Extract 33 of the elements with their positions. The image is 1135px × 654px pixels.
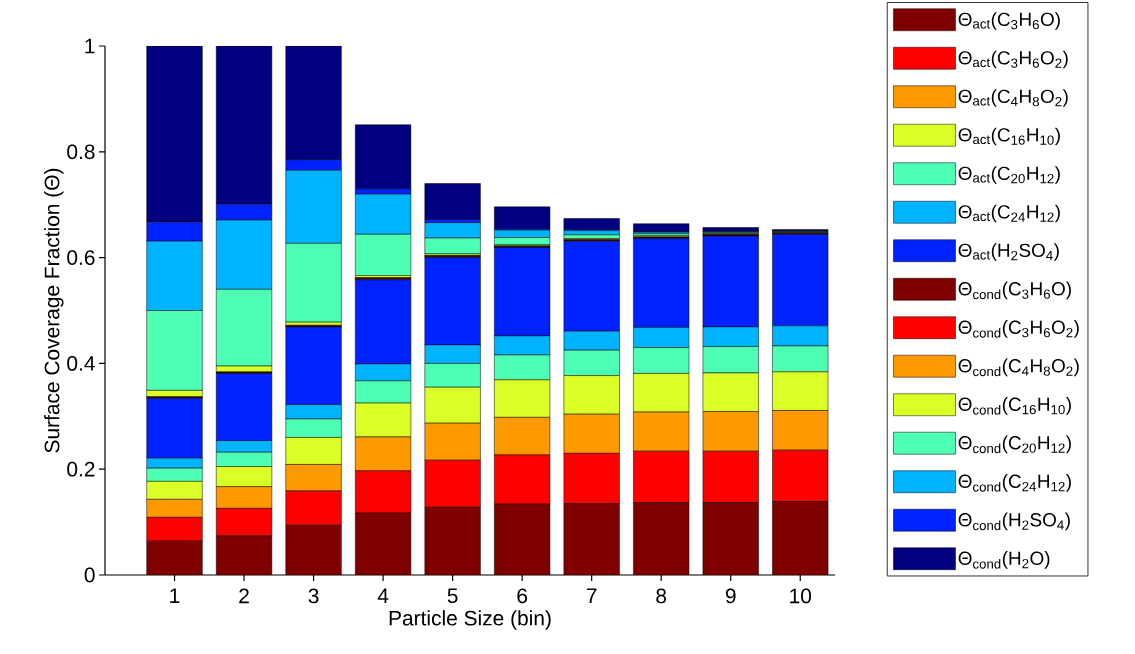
x-tick-label: 7 <box>586 588 597 603</box>
y-axis-title: Surface Coverage Fraction (Θ) <box>44 168 64 453</box>
legend-label: Θ$_{cond}$(C$_{24}$H$_{12}$) <box>958 474 1071 492</box>
y-tick-label: 0 <box>84 567 95 583</box>
y-tick-label: 0.6 <box>67 250 95 265</box>
y-tick-label: 0.4 <box>67 355 95 371</box>
y-tick-label: 1 <box>85 38 95 54</box>
legend-label: Θ$_{cond}$(C$_{16}$H$_{10}$) <box>958 397 1071 415</box>
x-tick-label: 4 <box>377 588 389 603</box>
legend-label: Θ$_{act}$(C$_{20}$H$_{12}$) <box>958 166 1060 184</box>
x-tick-label: 3 <box>308 588 319 604</box>
text: Θ$_{act}$(C$_{4}$H$_{8}$O$_{2}$) <box>958 89 1068 107</box>
legend-label: Θ$_{act}$(C$_{16}$H$_{10}$) <box>958 127 1060 146</box>
legend-label: Θ$_{act}$(C$_{3}$H$_{6}$O) <box>958 12 1060 30</box>
legend-label: Θ$_{act}$(C$_{24}$H$_{12}$) <box>958 204 1060 223</box>
legend-label: Θ$_{cond}$(H$_{2}$O) <box>958 551 1050 569</box>
legend-label: Θ$_{act}$(H$_{2}$SO$_{4}$) <box>958 243 1059 261</box>
y-tick-label: 0.8 <box>67 144 95 160</box>
x-tick-label: 1 <box>170 588 180 603</box>
text: Θ$_{cond}$(C$_{3}$H$_{6}$O$_{2}$) <box>958 320 1079 338</box>
x-tick-label: 10 <box>790 588 812 604</box>
text: Θ$_{act}$(C$_{3}$H$_{6}$O$_{2}$) <box>958 50 1068 69</box>
text: Θ$_{cond}$(C$_{4}$H$_{8}$O$_{2}$) <box>958 358 1079 377</box>
x-tick-label: 6 <box>517 588 528 604</box>
x-tick-label: 5 <box>447 588 458 604</box>
x-tick-label: 8 <box>656 588 667 604</box>
x-tick-label: 9 <box>725 588 736 604</box>
x-tick-label: 2 <box>239 588 249 604</box>
legend-label: Θ$_{cond}$(C$_{20}$H$_{12}$) <box>958 435 1071 454</box>
legend-label: Θ$_{cond}$(H$_{2}$SO$_{4}$) <box>958 512 1070 531</box>
x-axis-title: Particle Size (bin) <box>389 610 551 630</box>
legend-label: Θ$_{cond}$(C$_{3}$H$_{6}$O) <box>958 281 1071 300</box>
y-tick-label: 0.2 <box>67 461 95 477</box>
